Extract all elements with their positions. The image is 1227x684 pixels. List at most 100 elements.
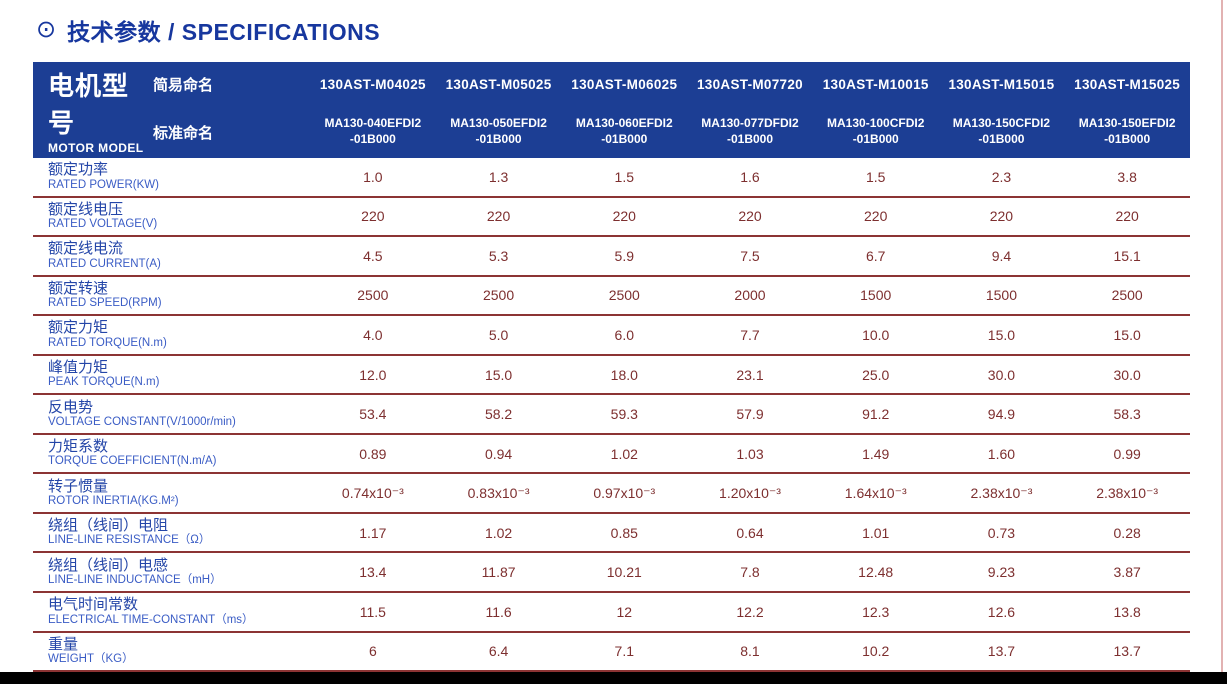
table-row: 力矩系数 TORQUE COEFFICIENT(N.m/A) 0.89 0.94… [33, 435, 1190, 475]
row-label-cell: 额定线电流 RATED CURRENT(A) [33, 237, 310, 275]
spec-value: 12.48 [858, 564, 894, 581]
spec-value: 11.87 [481, 564, 516, 581]
row-label-cell: 额定转速 RATED SPEED(RPM) [33, 277, 310, 315]
spec-value: 6.7 [865, 247, 886, 264]
page-title-text: 技术参数 / SPECIFICATIONS [67, 19, 381, 45]
spec-value: 220 [864, 208, 888, 225]
spec-value: 3.87 [1113, 564, 1141, 581]
model-standard-name: MA130-060EFDI2 -01B000 [575, 116, 673, 146]
spec-value: 9.4 [991, 247, 1012, 264]
spec-value: 15.0 [1113, 326, 1141, 343]
spec-value: 58.3 [1113, 406, 1141, 423]
row-label-en: RATED CURRENT(A) [48, 257, 161, 270]
row-label-en: ROTOR INERTIA(KG.M²) [48, 494, 179, 507]
model-column-header: 130AST-M15025 MA130-150EFDI2 -01B000 [1064, 62, 1190, 158]
spec-value: 6.0 [614, 326, 635, 343]
model-simple-name: 130AST-M10015 [822, 76, 929, 92]
row-label-zh: 额定线电压 [48, 200, 124, 218]
page-right-border [1221, 0, 1223, 684]
model-column-header: 130AST-M04025 MA130-040EFDI2 -01B000 [310, 62, 436, 158]
model-standard-name: MA130-150EFDI2 -01B000 [1078, 116, 1176, 146]
spec-value: 0.64 [736, 524, 764, 541]
model-simple-name: 130AST-M15025 [1074, 76, 1181, 92]
spec-value: 4.5 [363, 247, 383, 264]
row-label-cell: 电气时间常数 ELECTRICAL TIME-CONSTANT（ms） [33, 593, 310, 631]
row-label-cell: 峰值力矩 PEAK TORQUE(N.m) [33, 356, 310, 394]
row-label-cell: 重量 WEIGHT（KG） [33, 633, 310, 671]
spec-value: 12.6 [987, 603, 1016, 620]
spec-value: 15.0 [987, 326, 1016, 343]
model-simple-name: 130AST-M05025 [445, 76, 552, 92]
table-row: 额定转速 RATED SPEED(RPM) 2500 2500 2500 200… [33, 277, 1190, 317]
table-row: 额定力矩 RATED TORQUE(N.m) 4.0 5.0 6.0 7.7 1… [33, 316, 1190, 356]
row-label-zh: 重量 [48, 635, 79, 653]
row-label-zh: 额定转速 [48, 279, 109, 297]
row-label-cell: 绕组（线间）电阻 LINE-LINE RESISTANCE（Ω） [33, 514, 310, 552]
spec-value: 10.0 [862, 326, 890, 343]
row-label-en: ELECTRICAL TIME-CONSTANT（ms） [48, 613, 254, 626]
spec-value: 2500 [608, 287, 640, 304]
table-header: 电机型号 MOTOR MODEL 简易命名 标准命名 130AST-M04025… [33, 62, 1190, 158]
spec-value: 5.3 [488, 247, 509, 264]
row-label-cell: 额定线电压 RATED VOLTAGE(V) [33, 198, 310, 236]
row-label-zh: 绕组（线间）电阻 [48, 517, 169, 535]
spec-value: 0.73 [987, 524, 1016, 541]
spec-value: 10.21 [606, 564, 642, 581]
spec-value: 2500 [482, 287, 515, 304]
naming-labels: 简易命名 标准命名 [153, 62, 310, 158]
row-label-en: TORQUE COEFFICIENT(N.m/A) [48, 455, 217, 468]
spec-value: 0.94 [484, 445, 513, 462]
spec-value: 13.8 [1113, 603, 1141, 620]
row-label-en: RATED POWER(KW) [48, 178, 159, 191]
spec-value: 25.0 [862, 366, 890, 383]
model-simple-name: 130AST-M04025 [319, 76, 426, 92]
row-label-en: RATED SPEED(RPM) [48, 297, 162, 310]
spec-value: 0.97x10⁻³ [593, 484, 656, 501]
spec-value: 1.3 [488, 168, 509, 185]
row-label-en: LINE-LINE INDUCTANCE（mH） [48, 573, 222, 586]
spec-value: 220 [989, 208, 1014, 225]
spec-value: 13.7 [987, 643, 1016, 660]
model-column-header: 130AST-M15015 MA130-150CFDI2 -01B000 [939, 62, 1065, 158]
spec-value: 2.38x10⁻³ [1096, 484, 1159, 501]
spec-value: 220 [486, 208, 511, 225]
table-row: 重量 WEIGHT（KG） 6 6.4 7.1 8.1 10.2 13.7 13… [33, 633, 1190, 673]
spec-value: 11.6 [485, 603, 512, 620]
table-body: 额定功率 RATED POWER(KW) 1.0 1.3 1.5 1.6 1.5… [33, 158, 1190, 673]
spec-value: 5.9 [614, 247, 635, 264]
spec-value: 5.0 [488, 326, 509, 343]
standard-name-label: 标准命名 [153, 124, 214, 142]
header-left-cell: 电机型号 MOTOR MODEL 简易命名 标准命名 [33, 62, 310, 158]
spec-value: 12.2 [736, 603, 764, 620]
spec-value: 1500 [985, 287, 1017, 304]
row-label-cell: 额定功率 RATED POWER(KW) [33, 158, 310, 196]
spec-value: 12 [616, 603, 633, 620]
row-label-en: PEAK TORQUE(N.m) [48, 376, 160, 389]
spec-value: 6.4 [488, 643, 509, 660]
row-label-zh: 转子惯量 [48, 477, 109, 495]
row-label-cell: 转子惯量 ROTOR INERTIA(KG.M²) [33, 474, 310, 512]
simple-name-label: 简易命名 [153, 76, 214, 94]
spec-value: 9.23 [987, 564, 1016, 581]
spec-value: 3.8 [1117, 168, 1137, 185]
row-label-zh: 峰值力矩 [48, 358, 109, 376]
row-label-en: LINE-LINE RESISTANCE（Ω） [48, 534, 211, 547]
row-label-cell: 反电势 VOLTAGE CONSTANT(V/1000r/min) [33, 395, 310, 433]
spec-value: 0.28 [1113, 524, 1141, 541]
model-standard-name: MA130-150CFDI2 -01B000 [952, 116, 1051, 146]
model-column-header: 130AST-M07720 MA130-077DFDI2 -01B000 [687, 62, 813, 158]
row-label-en: RATED VOLTAGE(V) [48, 218, 158, 231]
spec-value: 1.64x10⁻³ [844, 484, 907, 501]
row-label-zh: 反电势 [48, 398, 94, 416]
spec-value: 1.5 [614, 168, 635, 185]
spec-value: 8.1 [740, 643, 760, 660]
table-row: 绕组（线间）电阻 LINE-LINE RESISTANCE（Ω） 1.17 1.… [33, 514, 1190, 554]
spec-value: 11.5 [359, 603, 386, 620]
spec-value: 1.5 [865, 168, 886, 185]
table-row: 反电势 VOLTAGE CONSTANT(V/1000r/min) 53.4 5… [33, 395, 1190, 435]
row-label-zh: 额定线电流 [48, 240, 124, 258]
spec-value: 1.02 [484, 524, 513, 541]
row-label-zh: 力矩系数 [48, 438, 109, 456]
row-label-cell: 额定力矩 RATED TORQUE(N.m) [33, 316, 310, 354]
